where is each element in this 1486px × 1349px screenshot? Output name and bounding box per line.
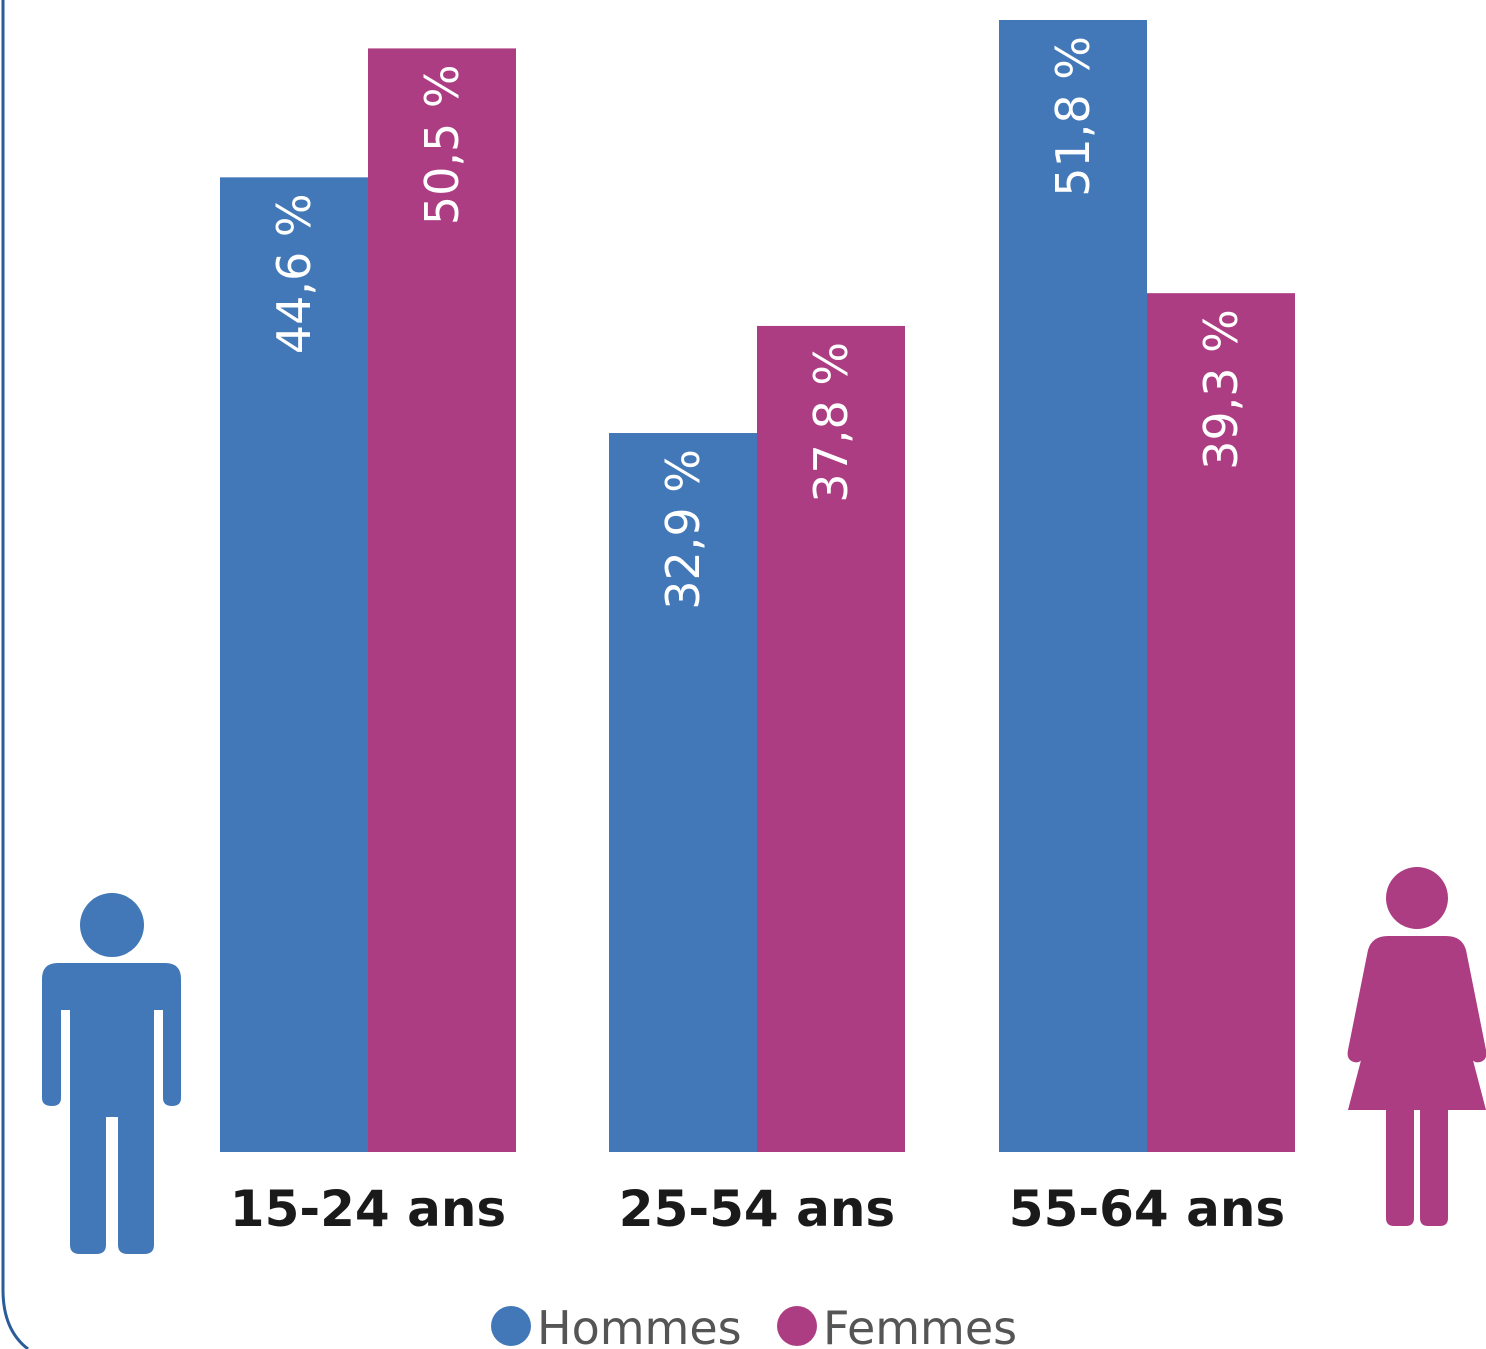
value-label-hommes-3: 51,8 %	[1046, 36, 1100, 197]
category-label-3: 55-64 ans	[1009, 1180, 1285, 1238]
value-label-femmes-2: 37,8 %	[804, 342, 858, 503]
legend-label-femmes: Femmes	[823, 1301, 1017, 1349]
legend: Hommes Femmes	[491, 1301, 1017, 1349]
value-label-hommes-2: 32,9 %	[656, 449, 710, 610]
legend-swatch-femmes	[777, 1306, 817, 1346]
bars-group	[220, 20, 1295, 1152]
value-label-hommes-1: 44,6 %	[267, 193, 321, 354]
woman-icon	[1348, 867, 1486, 1226]
man-icon	[42, 893, 181, 1254]
legend-label-hommes: Hommes	[537, 1301, 742, 1349]
value-label-femmes-3: 39,3 %	[1194, 309, 1248, 470]
frame-border	[3, 0, 28, 1349]
legend-swatch-hommes	[491, 1306, 531, 1346]
category-labels-group: 15-24 ans 25-54 ans 55-64 ans	[230, 1180, 1285, 1238]
category-label-1: 15-24 ans	[230, 1180, 506, 1238]
value-label-femmes-1: 50,5 %	[415, 64, 469, 225]
category-label-2: 25-54 ans	[619, 1180, 895, 1238]
